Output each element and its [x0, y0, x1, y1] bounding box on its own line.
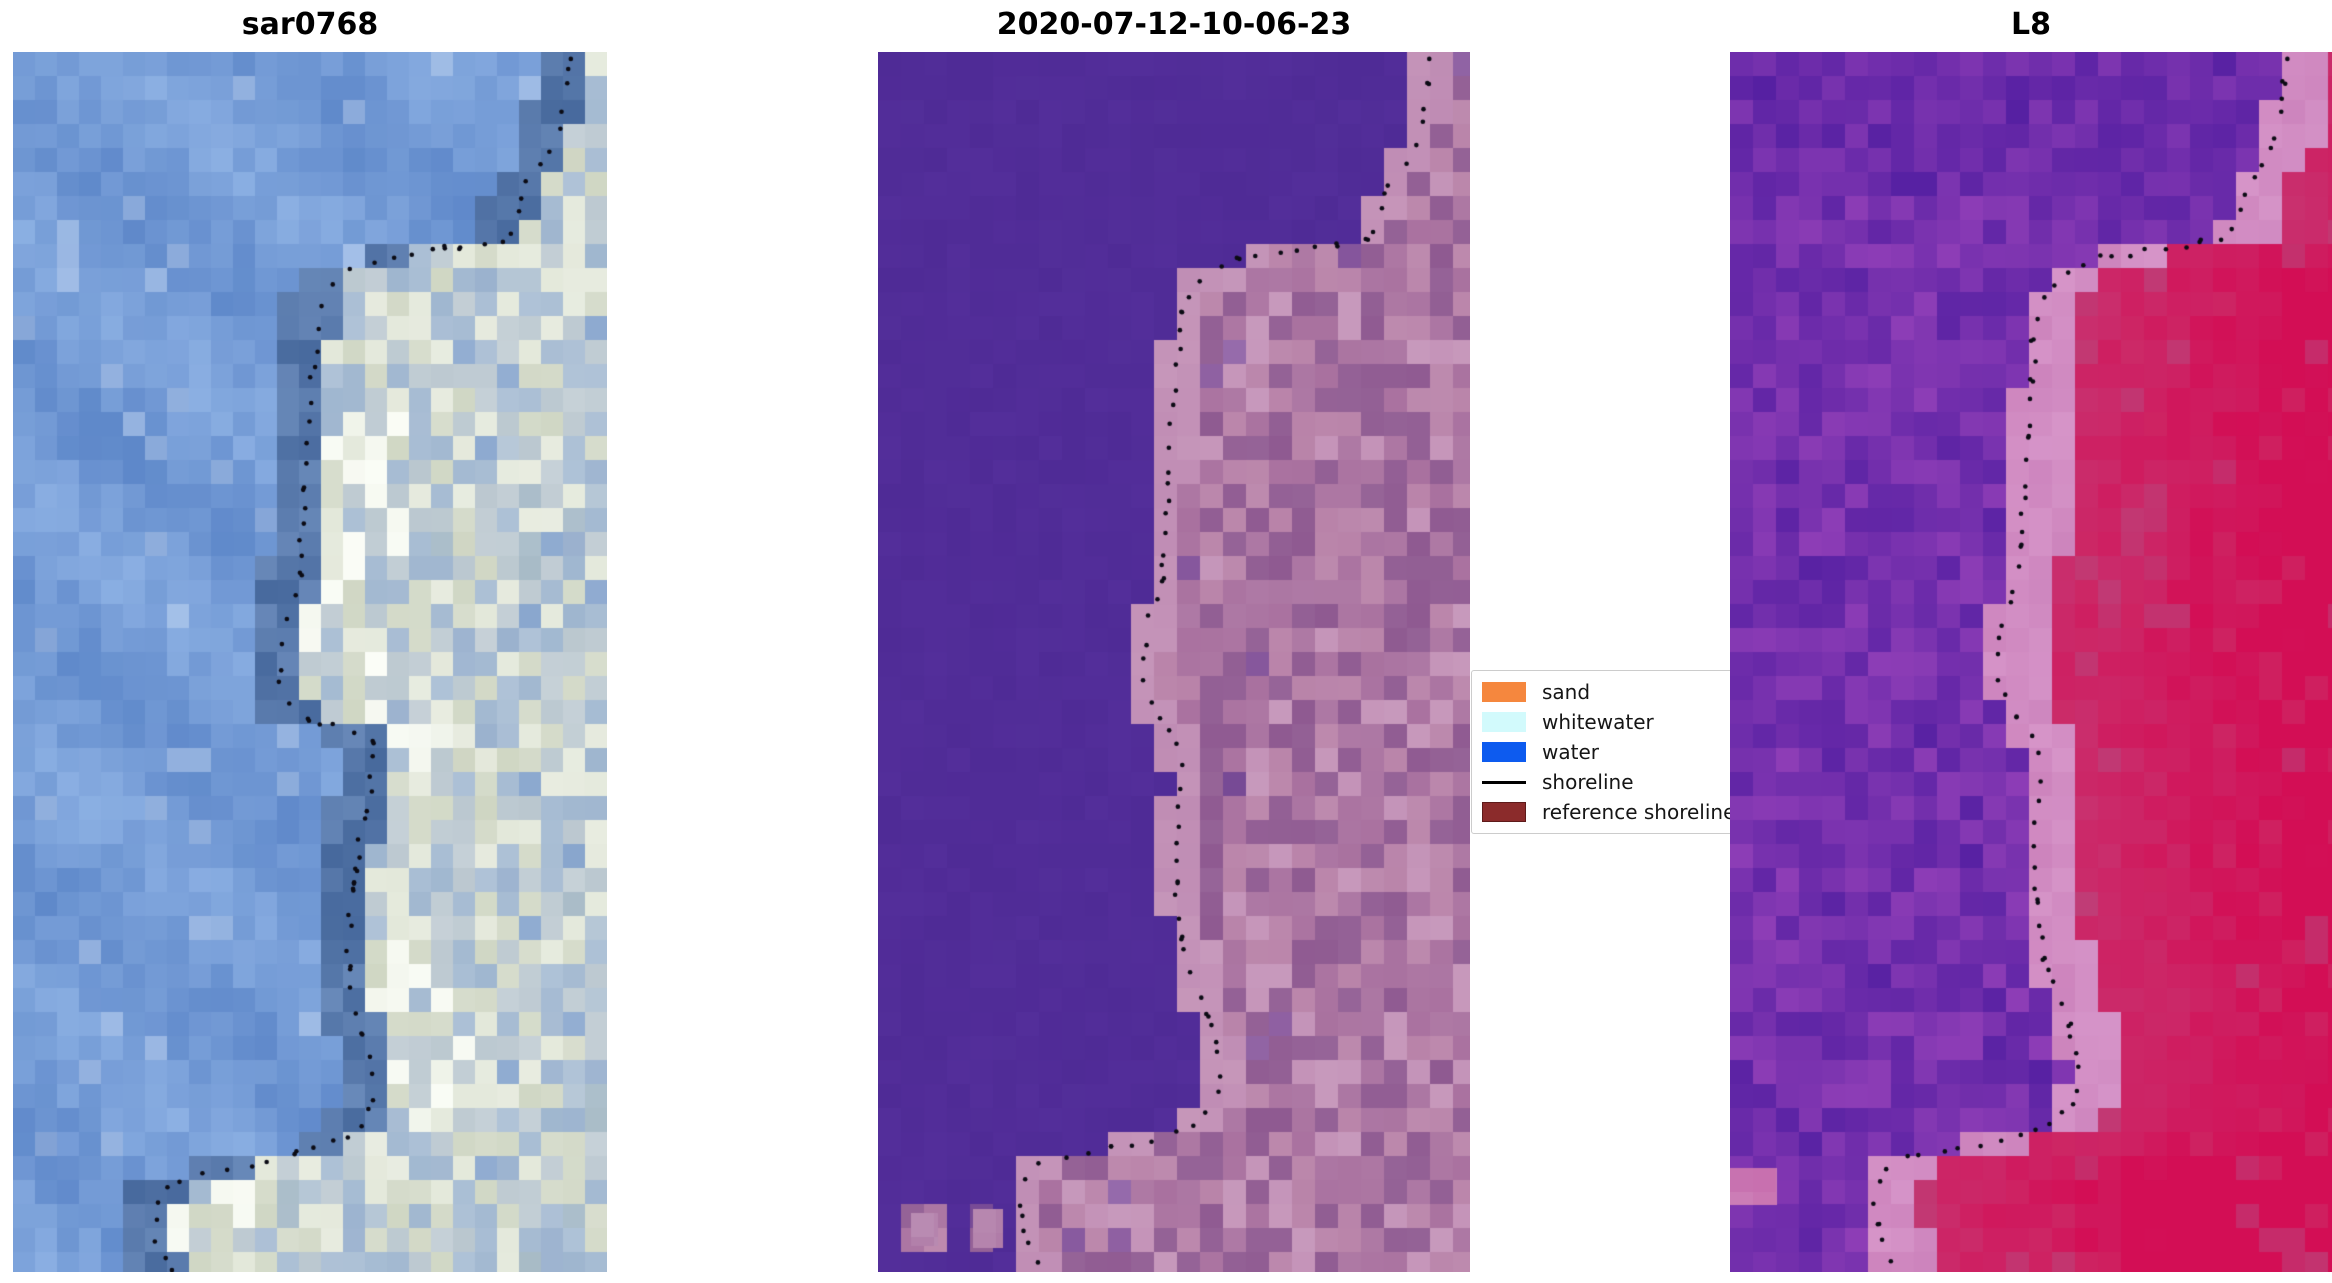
sar-image [13, 52, 607, 1272]
legend-item-whitewater: whitewater [1482, 707, 1760, 737]
legend-item-shoreline: shoreline [1482, 767, 1760, 797]
legend-item-reference-shoreline: reference shoreline [1482, 797, 1760, 827]
water-swatch-icon [1482, 742, 1526, 762]
legend-label: sand [1542, 680, 1591, 704]
sand-swatch-icon [1482, 682, 1526, 702]
panel-classified [878, 52, 1470, 1272]
panel-title-date: 2020-07-12-10-06-23 [996, 7, 1352, 42]
panel-title-l8: L8 [2011, 7, 2051, 42]
legend-label: water [1542, 740, 1599, 764]
panel-l8 [1730, 52, 2332, 1272]
legend-label: shoreline [1542, 770, 1634, 794]
reference-shoreline-swatch-icon [1482, 802, 1526, 822]
legend-label: reference shoreline [1542, 800, 1736, 824]
legend-item-water: water [1482, 737, 1760, 767]
classified-image [878, 52, 1470, 1272]
legend-label: whitewater [1542, 710, 1654, 734]
legend-item-sand: sand [1482, 677, 1760, 707]
whitewater-swatch-icon [1482, 712, 1526, 732]
panel-title-sar0768: sar0768 [241, 7, 379, 42]
panel-sar0768 [13, 52, 607, 1272]
shoreline-swatch-icon [1482, 780, 1526, 784]
legend: sand whitewater water shoreline reference sh… [1471, 670, 1771, 834]
l8-image [1730, 52, 2332, 1272]
